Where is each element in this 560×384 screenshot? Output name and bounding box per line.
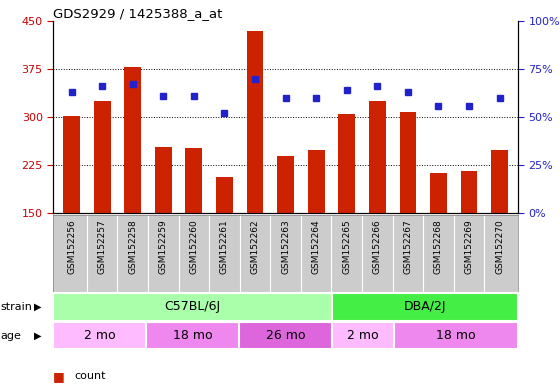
Text: GSM152263: GSM152263	[281, 219, 290, 274]
Bar	[430, 173, 447, 309]
Text: GSM152257: GSM152257	[97, 219, 106, 274]
Text: GSM152268: GSM152268	[434, 219, 443, 274]
Bar	[53, 322, 146, 349]
Text: GSM152265: GSM152265	[342, 219, 351, 274]
Text: ■: ■	[53, 370, 65, 383]
Text: GSM152270: GSM152270	[495, 219, 504, 274]
Bar	[124, 67, 141, 309]
Bar	[338, 114, 355, 309]
Bar	[63, 116, 80, 309]
Text: GSM152266: GSM152266	[373, 219, 382, 274]
Bar	[332, 293, 518, 321]
Text: ▶: ▶	[34, 331, 41, 341]
Text: DBA/2J: DBA/2J	[404, 300, 446, 313]
Text: 2 mo: 2 mo	[347, 329, 379, 342]
Bar	[246, 31, 263, 309]
Bar	[491, 151, 508, 309]
Text: GSM152264: GSM152264	[312, 219, 321, 273]
Bar	[277, 156, 294, 309]
Text: GSM152259: GSM152259	[159, 219, 168, 274]
Bar	[308, 151, 325, 309]
Bar	[461, 171, 478, 309]
Text: strain: strain	[1, 302, 32, 312]
Text: C57BL/6J: C57BL/6J	[165, 300, 221, 313]
Bar	[216, 177, 233, 309]
Text: 26 mo: 26 mo	[266, 329, 305, 342]
Text: GSM152269: GSM152269	[465, 219, 474, 274]
Text: GSM152258: GSM152258	[128, 219, 137, 274]
Bar	[94, 101, 110, 309]
Text: GSM152260: GSM152260	[189, 219, 198, 274]
Bar	[146, 322, 239, 349]
Bar	[332, 322, 394, 349]
Bar	[53, 293, 332, 321]
Bar	[369, 101, 386, 309]
Text: GSM152256: GSM152256	[67, 219, 76, 274]
Text: GSM152261: GSM152261	[220, 219, 229, 274]
Text: count: count	[74, 371, 106, 381]
Text: GSM152262: GSM152262	[250, 219, 259, 273]
Bar	[185, 148, 202, 309]
Text: age: age	[1, 331, 21, 341]
Text: GSM152267: GSM152267	[403, 219, 412, 274]
Bar	[239, 322, 332, 349]
Bar	[155, 147, 172, 309]
Text: GDS2929 / 1425388_a_at: GDS2929 / 1425388_a_at	[53, 7, 222, 20]
Text: ▶: ▶	[34, 302, 41, 312]
Text: 2 mo: 2 mo	[84, 329, 115, 342]
Bar	[394, 322, 518, 349]
Text: 18 mo: 18 mo	[436, 329, 476, 342]
Bar	[399, 112, 416, 309]
Text: 18 mo: 18 mo	[173, 329, 212, 342]
